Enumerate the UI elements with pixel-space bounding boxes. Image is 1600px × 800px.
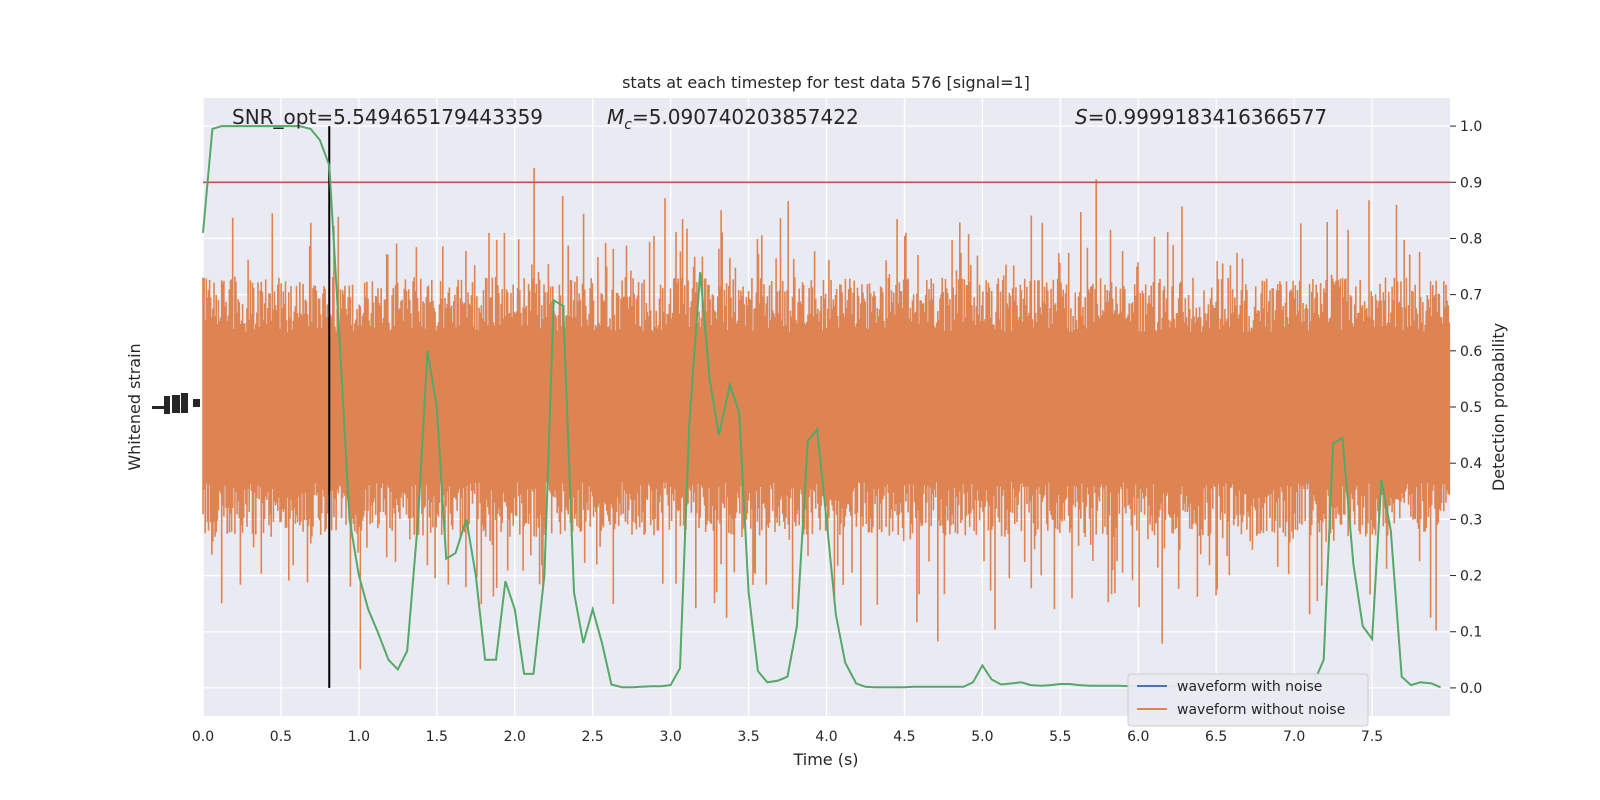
y-tick-label: 0.8 xyxy=(1460,231,1482,247)
noise-bars xyxy=(202,167,1451,670)
y-tick-label: 0.4 xyxy=(1460,456,1482,472)
y-tick-label: 0.0 xyxy=(1460,681,1482,697)
x-tick-label: 3.5 xyxy=(737,729,759,745)
x-tick-label: 5.0 xyxy=(971,729,993,745)
y-tick-label: 0.7 xyxy=(1460,288,1482,304)
mc-symbol: M xyxy=(607,105,624,129)
x-tick-label: 7.5 xyxy=(1361,729,1383,745)
y-tick-label: 0.6 xyxy=(1460,344,1482,360)
x-tick-label: 6.0 xyxy=(1127,729,1149,745)
mc-subscript: c xyxy=(624,117,632,133)
x-tick-label: 1.5 xyxy=(426,729,448,745)
x-tick-label: 6.5 xyxy=(1205,729,1227,745)
x-tick-label: 5.5 xyxy=(1049,729,1071,745)
noise-band xyxy=(203,345,1450,469)
x-tick-label: 4.5 xyxy=(893,729,915,745)
legend-label-with-noise: waveform with noise xyxy=(1177,679,1322,695)
chart-title: stats at each timestep for test data 576… xyxy=(622,73,1030,92)
x-axis-label: Time (s) xyxy=(792,750,858,769)
legend: waveform with noise waveform without noi… xyxy=(1127,673,1369,727)
x-tick-label: 1.0 xyxy=(348,729,370,745)
s-annotation: S=0.9999183416366577 xyxy=(1075,105,1327,129)
y-tick-label: 1.0 xyxy=(1460,119,1482,135)
x-tick-label: 4.0 xyxy=(815,729,837,745)
y-axis-label-right: Detection probability xyxy=(1489,323,1508,491)
x-tick-label: 2.5 xyxy=(582,729,604,745)
x-tick-label: 7.0 xyxy=(1283,729,1305,745)
x-tick-label: 2.0 xyxy=(504,729,526,745)
mc-annotation: Mc=5.090740203857422 xyxy=(607,105,859,133)
x-tick-label: 0.5 xyxy=(270,729,292,745)
y-tick-label: 0.5 xyxy=(1460,400,1482,416)
s-value: =0.9999183416366577 xyxy=(1088,105,1327,129)
y-tick-label: 0.9 xyxy=(1460,175,1482,191)
x-tick-label: 3.0 xyxy=(659,729,681,745)
legend-label-without-noise: waveform without noise xyxy=(1177,702,1345,718)
y-tick-label: 0.3 xyxy=(1460,512,1482,528)
y-tick-labels-right: 0.0 0.1 0.2 0.3 0.4 0.5 0.6 0.7 0.8 0.9 1.0 xyxy=(1450,119,1482,697)
y-tick-label: 0.1 xyxy=(1460,625,1482,641)
x-tick-label: 0.0 xyxy=(192,729,214,745)
y-axis-label-left: Whitened strain xyxy=(125,343,144,470)
snr-annotation: SNR_opt=5.549465179443359 xyxy=(232,105,543,129)
y-tick-label: 0.2 xyxy=(1460,569,1482,585)
x-tick-labels: 0.0 0.5 1.0 1.5 2.0 2.5 3.0 3.5 4.0 4.5 5.0 5.5 6.0 6… xyxy=(192,729,1383,745)
left-axis-ticks-cluster xyxy=(152,393,200,414)
mc-value: =5.090740203857422 xyxy=(632,105,859,129)
legend-box xyxy=(1127,673,1369,727)
s-symbol: S xyxy=(1075,105,1088,129)
